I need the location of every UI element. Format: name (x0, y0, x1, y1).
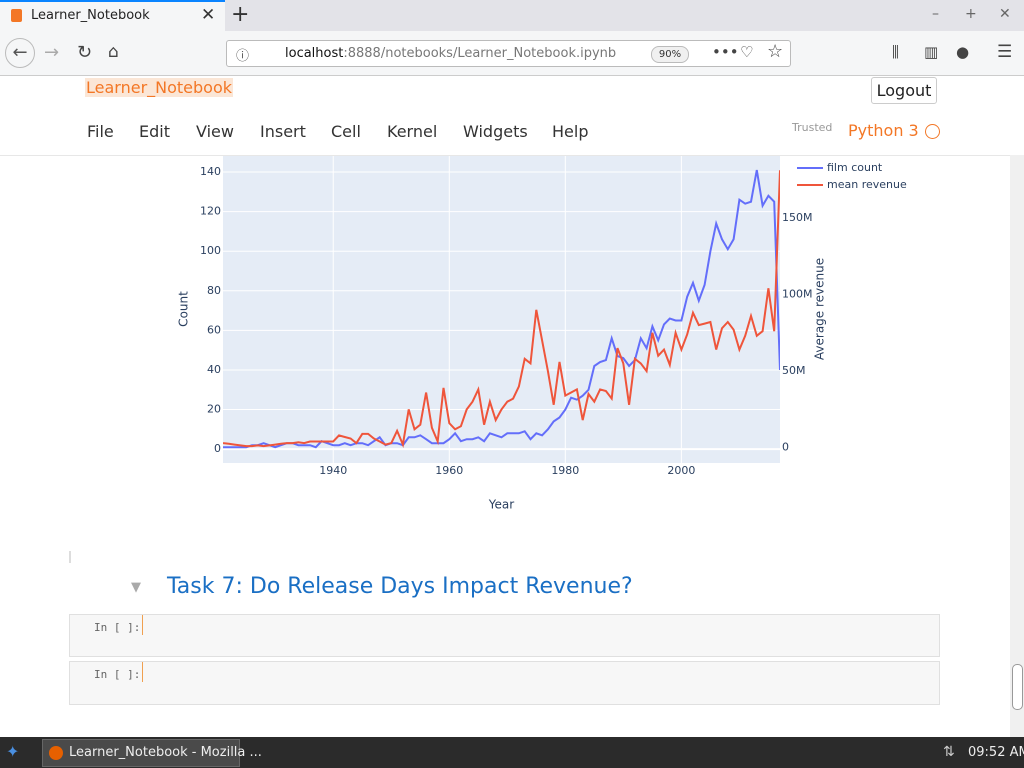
pocket[interactable]: ♡ (740, 43, 754, 61)
menu-item[interactable]: Kernel (387, 122, 438, 141)
firefox-icon (49, 746, 63, 760)
y2-tick-label: 100M (782, 287, 813, 300)
x-tick-label: 1980 (551, 464, 579, 477)
start-button[interactable]: ✦ (6, 742, 20, 761)
x-axis-label: Year (488, 498, 514, 512)
new-tab[interactable]: + (231, 2, 250, 27)
menu-item[interactable]: Widgets (463, 122, 528, 141)
kernel-status (925, 124, 940, 139)
minimize[interactable]: – (932, 6, 939, 22)
y-tick-label: 40 (207, 363, 221, 376)
y-tick-label: 60 (207, 323, 221, 336)
y2-tick-label: 0 (782, 441, 789, 454)
taskbar-window-title: Learner_Notebook - Mozilla ... (69, 745, 262, 760)
active-tab[interactable] (0, 0, 225, 31)
tab-close[interactable]: ✕ (201, 5, 216, 25)
code-cell[interactable]: In [ ]: (69, 661, 940, 705)
collapse-caret[interactable]: ▼ (131, 580, 141, 595)
forward-button[interactable]: → (44, 42, 60, 63)
menu-item[interactable]: Edit (139, 122, 170, 141)
menu-item[interactable]: File (87, 122, 114, 141)
x-tick-label: 1960 (435, 464, 463, 477)
legend-label: film count (827, 161, 883, 174)
series-line (223, 169, 780, 449)
tab-icon (11, 9, 22, 22)
x-tick-label: 2000 (667, 464, 695, 477)
cursor (142, 662, 143, 682)
plot-background (223, 155, 780, 463)
legend-label: mean revenue (827, 178, 907, 191)
menu-item[interactable]: Insert (260, 122, 306, 141)
x-tick-label: 1940 (319, 464, 347, 477)
reload-button[interactable]: ↻ (77, 42, 93, 63)
notebook-name[interactable]: Learner_Notebook (85, 78, 234, 97)
page-actions[interactable]: ••• (712, 43, 739, 61)
menu-item[interactable]: Help (552, 122, 589, 141)
close-window[interactable]: ✕ (999, 6, 1011, 22)
code-cell[interactable]: In [ ]: (69, 614, 940, 657)
y-axis-label: Count (177, 291, 191, 327)
logout-button[interactable]: Logout (871, 77, 937, 104)
back-button[interactable]: ← (5, 38, 35, 68)
prompt: In [ ]: (94, 621, 141, 634)
y2-axis-label: Average revenue (813, 258, 827, 360)
url-path: :8888/notebooks/Learner_Notebook.ipynb (343, 46, 617, 61)
heading: Task 7: Do Release Days Impact Revenue? (167, 574, 633, 599)
menu-button[interactable]: ☰ (997, 42, 1013, 62)
y2-tick-label: 50M (782, 364, 806, 377)
maximize[interactable]: + (965, 6, 977, 22)
y-tick-label: 100 (200, 244, 221, 257)
scroll-thumb[interactable] (1012, 664, 1023, 710)
library[interactable]: ⫼ (892, 43, 899, 61)
y-tick-label: 80 (207, 284, 221, 297)
zoom[interactable]: 90% (651, 46, 689, 63)
tab-title: Learner_Notebook (31, 8, 150, 23)
network-icon: ⇅ (943, 744, 955, 760)
account[interactable]: ● (956, 43, 970, 61)
menu-item[interactable]: View (196, 122, 234, 141)
url: localhost:8888/notebooks/Learner_Noteboo… (285, 46, 616, 61)
y-tick-label: 20 (207, 403, 221, 416)
y2-tick-label: 150M (782, 211, 813, 224)
y-tick-label: 120 (200, 205, 221, 218)
home-button[interactable]: ⌂ (108, 42, 119, 62)
prompt: In [ ]: (94, 668, 141, 681)
taskbar-window[interactable] (42, 739, 240, 767)
kernel-name: Python 3 (848, 121, 919, 140)
bookmark[interactable]: ☆ (767, 41, 784, 62)
series-line (223, 170, 780, 449)
url-host: localhost (285, 46, 344, 61)
menu-item[interactable]: Cell (331, 122, 361, 141)
cursor (142, 615, 143, 635)
y-tick-label: 0 (214, 442, 221, 455)
y-tick-label: 140 (200, 165, 221, 178)
scrollbar[interactable] (1010, 155, 1024, 737)
url-bar[interactable] (226, 40, 791, 67)
sidebar[interactable]: ▥ (924, 43, 939, 61)
info-icon[interactable]: ⓘ (236, 49, 250, 64)
trusted: Trusted (792, 121, 833, 134)
clock: 09:52 AM (968, 745, 1024, 760)
cell-marker (69, 551, 71, 563)
